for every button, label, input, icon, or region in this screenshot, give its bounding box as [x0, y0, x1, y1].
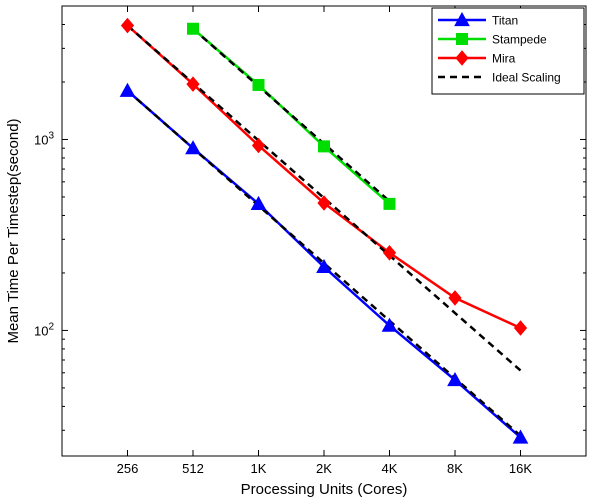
y-tick-label: 103 [34, 130, 54, 147]
x-tick-label: 512 [182, 461, 204, 476]
axis-ticks: 256 512 1K 2K 4K 8K 16K 102 103 [34, 5, 586, 476]
series-line-ideal-scaling [192, 27, 391, 203]
data-point-mira [120, 17, 135, 34]
legend-marker-titan [454, 11, 470, 27]
y-axis-label: Mean Time Per Timestep(second) [5, 118, 22, 343]
data-point-mira [382, 245, 397, 261]
data-point-titan [381, 317, 398, 332]
legend-marker-stampede [456, 33, 468, 45]
x-tick-label: 4K [382, 461, 398, 476]
data-point-mira [186, 76, 200, 92]
legend-label-stampede: Stampede [492, 33, 547, 47]
x-tick-label: 16K [509, 461, 532, 476]
data-point-titan [512, 429, 529, 444]
data-point-titan [316, 258, 332, 274]
x-axis-label: Processing Units (Cores) [241, 481, 408, 498]
data-point-stampede [318, 140, 330, 153]
legend-label-ideal-scaling: Ideal Scaling [492, 71, 561, 85]
data-point-mira [448, 290, 462, 306]
y-tick-label: 102 [34, 321, 54, 338]
data-point-titan [250, 195, 267, 210]
legend-marker-mira [455, 50, 469, 66]
x-tick-label: 2K [316, 461, 332, 476]
data-point-mira [251, 137, 266, 154]
legend: Titan Stampede Mira Ideal Scaling [431, 7, 585, 95]
data-point-mira [317, 195, 331, 211]
series-line-stampede [192, 27, 391, 205]
legend-label-mira: Mira [492, 52, 516, 66]
series-layer [119, 17, 529, 444]
data-point-titan [447, 371, 463, 387]
legend-label-titan: Titan [492, 14, 518, 28]
data-point-stampede [187, 22, 199, 35]
data-point-titan [119, 82, 136, 97]
x-tick-label: 8K [447, 461, 463, 476]
x-tick-label: 1K [251, 461, 267, 476]
data-point-mira [513, 320, 528, 336]
data-point-stampede [252, 78, 265, 91]
x-tick-label: 256 [117, 461, 139, 476]
data-point-titan [185, 140, 201, 155]
data-point-stampede [383, 197, 396, 210]
